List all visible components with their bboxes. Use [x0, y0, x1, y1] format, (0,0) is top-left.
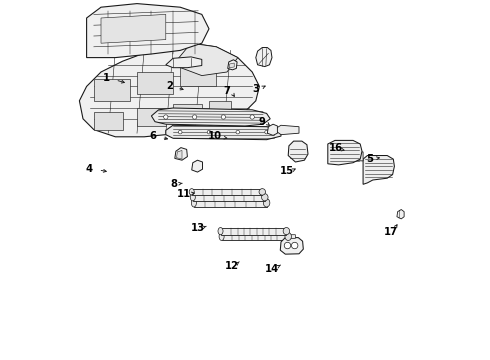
Bar — [137, 108, 166, 126]
Text: 8: 8 — [170, 179, 177, 189]
Polygon shape — [346, 151, 363, 161]
Polygon shape — [288, 141, 308, 162]
Text: 12: 12 — [225, 261, 239, 271]
Circle shape — [250, 115, 254, 119]
Bar — [137, 72, 173, 94]
Bar — [173, 104, 202, 122]
Text: 15: 15 — [280, 166, 294, 176]
Bar — [94, 79, 130, 101]
Ellipse shape — [283, 228, 290, 235]
Ellipse shape — [262, 194, 268, 201]
Circle shape — [265, 130, 269, 134]
Polygon shape — [280, 238, 303, 254]
Text: 2: 2 — [166, 81, 173, 91]
Text: 7: 7 — [223, 86, 230, 96]
Polygon shape — [221, 233, 288, 240]
Polygon shape — [192, 189, 262, 195]
Polygon shape — [194, 199, 267, 207]
Text: 3: 3 — [252, 84, 259, 94]
Bar — [180, 65, 216, 86]
Polygon shape — [87, 4, 209, 58]
Circle shape — [292, 242, 298, 249]
Polygon shape — [175, 148, 187, 160]
Polygon shape — [166, 57, 202, 68]
Text: 9: 9 — [258, 117, 265, 127]
Polygon shape — [193, 194, 265, 201]
Polygon shape — [176, 150, 182, 159]
Circle shape — [236, 130, 240, 134]
Polygon shape — [220, 228, 286, 235]
Ellipse shape — [189, 189, 194, 195]
Ellipse shape — [218, 228, 223, 235]
Circle shape — [164, 115, 168, 119]
Ellipse shape — [263, 199, 270, 207]
Circle shape — [284, 242, 291, 249]
Text: 17: 17 — [384, 227, 398, 237]
Text: 14: 14 — [265, 264, 279, 274]
Polygon shape — [173, 43, 238, 76]
Text: 4: 4 — [86, 164, 93, 174]
Ellipse shape — [190, 194, 196, 201]
Text: 1: 1 — [103, 73, 110, 84]
Polygon shape — [288, 235, 295, 238]
Polygon shape — [228, 60, 237, 70]
Polygon shape — [274, 125, 299, 135]
Polygon shape — [363, 156, 394, 184]
Ellipse shape — [192, 199, 196, 207]
Polygon shape — [151, 108, 270, 126]
Ellipse shape — [219, 233, 224, 240]
Polygon shape — [79, 43, 259, 137]
Ellipse shape — [285, 233, 292, 240]
Polygon shape — [328, 140, 362, 165]
Polygon shape — [192, 160, 202, 172]
Circle shape — [193, 115, 197, 119]
Text: 11: 11 — [177, 189, 191, 199]
Polygon shape — [101, 14, 166, 43]
Text: 10: 10 — [208, 131, 222, 141]
Text: 5: 5 — [366, 154, 373, 164]
Polygon shape — [166, 125, 281, 140]
Ellipse shape — [259, 189, 266, 195]
Circle shape — [207, 130, 211, 134]
Bar — [209, 101, 231, 119]
Bar — [94, 112, 122, 130]
Polygon shape — [256, 48, 272, 67]
Polygon shape — [229, 63, 234, 68]
Text: 13: 13 — [191, 223, 204, 233]
Circle shape — [221, 115, 225, 119]
Polygon shape — [268, 124, 277, 135]
Text: 16: 16 — [329, 143, 343, 153]
Circle shape — [178, 130, 182, 134]
Text: 6: 6 — [150, 131, 157, 141]
Polygon shape — [397, 210, 404, 219]
